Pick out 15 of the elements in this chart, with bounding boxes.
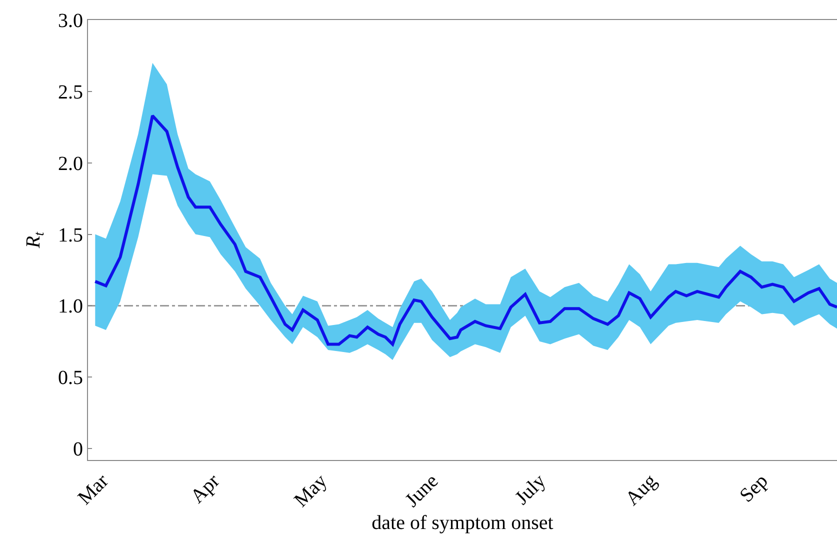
- x-tick-label: Mar: [74, 470, 114, 510]
- x-tick-label: May: [290, 470, 332, 512]
- x-tick-label: Sep: [736, 470, 772, 507]
- x-tick-label: Apr: [186, 470, 224, 508]
- x-axis-title: date of symptom onset: [372, 512, 554, 534]
- y-tick-label: 1.5: [58, 224, 83, 246]
- y-tick-label: 2.0: [58, 152, 83, 175]
- x-tick-label: June: [401, 470, 443, 512]
- y-tick-label: 2.5: [58, 81, 83, 104]
- x-tick-label: July: [511, 470, 550, 510]
- y-tick-label: 0: [73, 438, 83, 461]
- y-tick-label: 3.0: [58, 10, 83, 32]
- y-tick-label: 0.5: [58, 367, 83, 390]
- x-tick-label: Aug: [621, 470, 662, 510]
- y-tick-label: 1.0: [58, 296, 83, 318]
